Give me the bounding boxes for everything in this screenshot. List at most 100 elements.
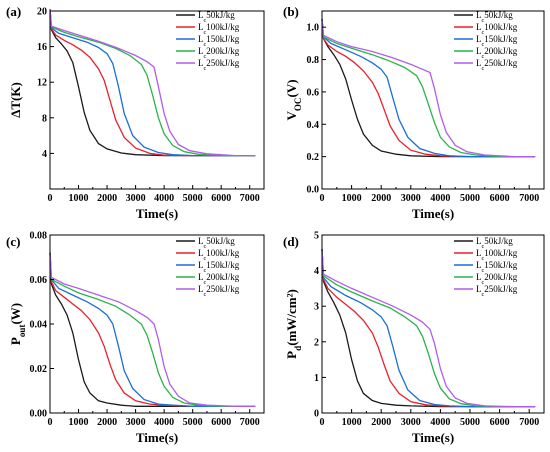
x-tick-label: 6000 (211, 417, 231, 428)
x-tick-label: 5000 (183, 193, 203, 204)
x-tick-label: 2000 (97, 417, 117, 428)
y-axis-label-group: Pd(mW/cm²) (284, 289, 303, 359)
legend-entry: Lc150kJ/kg (198, 260, 240, 274)
panel-label: (d) (283, 234, 299, 249)
y-tick-label: 0.6 (307, 87, 320, 98)
x-tick-label: 6000 (211, 193, 231, 204)
x-tick-label: 6000 (490, 417, 510, 428)
x-tick-label: 3000 (126, 417, 146, 428)
legend-entry: Lc50kJ/kg (476, 236, 513, 250)
y-tick-label: 0.00 (30, 409, 48, 420)
x-axis-label: Time(s) (136, 206, 178, 221)
y-tick-label: 1.0 (307, 23, 320, 34)
plot-frame (321, 10, 545, 190)
x-tick-label: 5000 (460, 193, 480, 204)
series-line-3 (321, 249, 536, 408)
y-axis-label-group: Pout(W) (8, 303, 27, 345)
x-tick-label: 4000 (430, 417, 450, 428)
x-tick-label: 5000 (183, 417, 203, 428)
x-tick-label: 7000 (519, 193, 539, 204)
y-tick-label: 0.2 (307, 152, 320, 163)
y-tick-label: 2 (314, 337, 319, 348)
panel-label: (a) (6, 4, 21, 19)
x-tick-label: 3000 (126, 193, 146, 204)
series-line-4 (49, 9, 256, 157)
x-tick-label: 1000 (342, 417, 362, 428)
y-tick-label: 12 (37, 78, 47, 89)
x-tick-label: 0 (48, 417, 53, 428)
x-axis-label: Time(s) (412, 430, 454, 445)
chart-panel-a: (a) 0 1000 2000 3000 4000 5000 6000 7000 4 8 12 16 20… (6, 4, 265, 221)
series-line-2 (49, 9, 256, 157)
y-tick-label: 1 (314, 373, 319, 384)
y-tick-label: 4 (42, 149, 47, 160)
legend-entry: Lc250kJ/kg (476, 58, 518, 72)
legend-entry: Lc100kJ/kg (198, 22, 240, 36)
y-tick-label: 4 (314, 266, 319, 277)
series-line-3 (49, 252, 256, 407)
y-axis-label: Pout(W) (8, 303, 27, 345)
legend-entry: Lc150kJ/kg (476, 34, 518, 48)
x-tick-label: 1000 (342, 193, 362, 204)
y-axis-label: ΔT(K) (8, 82, 23, 118)
legend-entry: Lc100kJ/kg (476, 248, 518, 262)
y-axis-label-group: ΔT(K) (8, 82, 23, 118)
x-tick-label: 1000 (69, 193, 89, 204)
y-tick-label: 0.08 (30, 231, 48, 242)
x-tick-label: 2000 (97, 193, 117, 204)
chart-panel-b: (b) 0 1000 2000 3000 4000 5000 6000 7000 0.0 0.2 0.… (283, 4, 545, 221)
legend-entry: Lc250kJ/kg (476, 284, 518, 298)
y-axis-label: VOC(V) (284, 79, 303, 120)
y-tick-label: 0.4 (307, 120, 320, 131)
series-line-1 (49, 252, 256, 407)
y-tick-label: 8 (42, 113, 47, 124)
legend-entry: Lc50kJ/kg (476, 10, 513, 24)
y-tick-label: 0.02 (30, 364, 48, 375)
legend-entry: Lc200kJ/kg (198, 272, 240, 286)
plot-frame (321, 234, 545, 414)
series-line-5 (321, 19, 536, 158)
y-axis-label: Pd(mW/cm²) (284, 289, 303, 359)
x-tick-label: 2000 (371, 417, 391, 428)
series-line-2 (321, 19, 536, 158)
legend-entry: Lc50kJ/kg (198, 236, 235, 250)
legend: Lc50kJ/kgLc100kJ/kgLc150kJ/kgLc200kJ/kgL… (454, 236, 518, 298)
y-tick-label: 3 (314, 302, 319, 313)
series-line-4 (49, 252, 256, 407)
series-line-4 (321, 19, 536, 158)
y-tick-label: 0.06 (30, 275, 48, 286)
x-tick-label: 4000 (430, 193, 450, 204)
legend-entry: Lc150kJ/kg (476, 260, 518, 274)
series-line-3 (321, 19, 536, 158)
y-tick-label: 5 (314, 231, 319, 242)
x-tick-label: 6000 (490, 193, 510, 204)
series-line-5 (49, 9, 256, 157)
x-tick-label: 1000 (69, 417, 89, 428)
y-tick-label: 0 (314, 409, 319, 420)
legend-entry: Lc250kJ/kg (198, 58, 240, 72)
legend-entry: Lc200kJ/kg (198, 46, 240, 60)
y-tick-label: 16 (37, 42, 47, 53)
y-tick-label: 0.8 (307, 55, 320, 66)
chart-panel-d: (d) 0 1000 2000 3000 4000 5000 6000 7000 0 1 2 3 4 5 Ti… (283, 231, 545, 445)
x-tick-label: 4000 (154, 417, 174, 428)
legend-entry: Lc100kJ/kg (198, 248, 240, 262)
plot-frame (49, 10, 265, 190)
legend: Lc50kJ/kgLc100kJ/kgLc150kJ/kgLc200kJ/kgL… (176, 236, 240, 298)
series-line-4 (321, 249, 536, 408)
legend: Lc50kJ/kgLc100kJ/kgLc150kJ/kgLc200kJ/kgL… (454, 10, 518, 72)
series-line-3 (49, 9, 256, 157)
x-tick-label: 7000 (240, 193, 260, 204)
x-tick-label: 7000 (519, 417, 539, 428)
legend-entry: Lc200kJ/kg (476, 46, 518, 60)
series-line-5 (49, 252, 256, 407)
x-tick-label: 5000 (460, 417, 480, 428)
legend-entry: Lc50kJ/kg (198, 10, 235, 24)
y-tick-label: 0.04 (30, 320, 48, 331)
chart-panel-c: (c) 0 1000 2000 3000 4000 5000 6000 7000 0.00 0.02… (6, 231, 265, 445)
x-axis-label: Time(s) (136, 430, 178, 445)
legend-entry: Lc250kJ/kg (198, 284, 240, 298)
series-line-5 (321, 249, 536, 408)
x-tick-label: 4000 (154, 193, 174, 204)
